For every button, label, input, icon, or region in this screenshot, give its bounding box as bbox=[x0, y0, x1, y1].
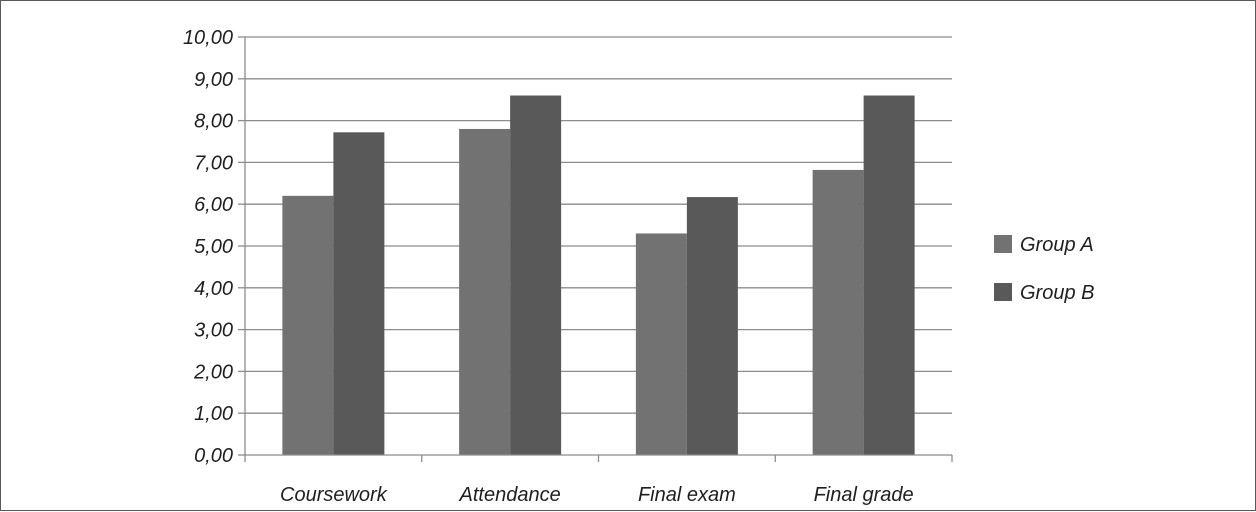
y-tick-label: 0,00 bbox=[194, 445, 233, 467]
bar-group-a bbox=[635, 233, 687, 455]
legend: Group A Group B bbox=[994, 234, 1094, 304]
bar-group-b bbox=[510, 95, 562, 456]
legend-swatch bbox=[994, 235, 1012, 253]
y-tick-label: 9,00 bbox=[194, 69, 233, 91]
bar-group-a bbox=[459, 128, 511, 455]
legend-label: Group B bbox=[1020, 282, 1094, 304]
bars bbox=[282, 95, 915, 456]
bar-group-b bbox=[686, 197, 738, 455]
y-tick-label: 10,00 bbox=[183, 27, 233, 49]
legend-swatch bbox=[994, 283, 1012, 301]
x-tick-labels: Coursework Attendance Final exam Final grad… bbox=[280, 484, 914, 506]
axes bbox=[238, 36, 953, 462]
y-tick-labels: 0,00 1,00 2,00 3,00 4,00 5,00 6,00 7,00 8,00 9,00… bbox=[183, 27, 233, 467]
y-tick-label: 1,00 bbox=[194, 403, 233, 425]
x-tick-label: Attendance bbox=[459, 484, 561, 506]
y-tick-label: 5,00 bbox=[194, 236, 233, 258]
bar-group-b bbox=[333, 132, 385, 455]
x-tick-label: Coursework bbox=[280, 484, 388, 506]
y-tick-label: 6,00 bbox=[194, 194, 233, 216]
y-tick-label: 3,00 bbox=[194, 320, 233, 342]
x-tick-label: Final exam bbox=[638, 484, 736, 506]
y-tick-label: 2,00 bbox=[193, 361, 233, 383]
bar-group-a bbox=[282, 195, 334, 455]
y-tick-label: 4,00 bbox=[194, 278, 233, 300]
y-tick-label: 8,00 bbox=[194, 111, 233, 133]
x-tick-label: Final grade bbox=[814, 484, 914, 506]
bar-group-b bbox=[863, 95, 915, 456]
legend-label: Group A bbox=[1020, 234, 1094, 256]
bar-group-a bbox=[812, 169, 864, 455]
y-tick-label: 7,00 bbox=[194, 152, 233, 174]
